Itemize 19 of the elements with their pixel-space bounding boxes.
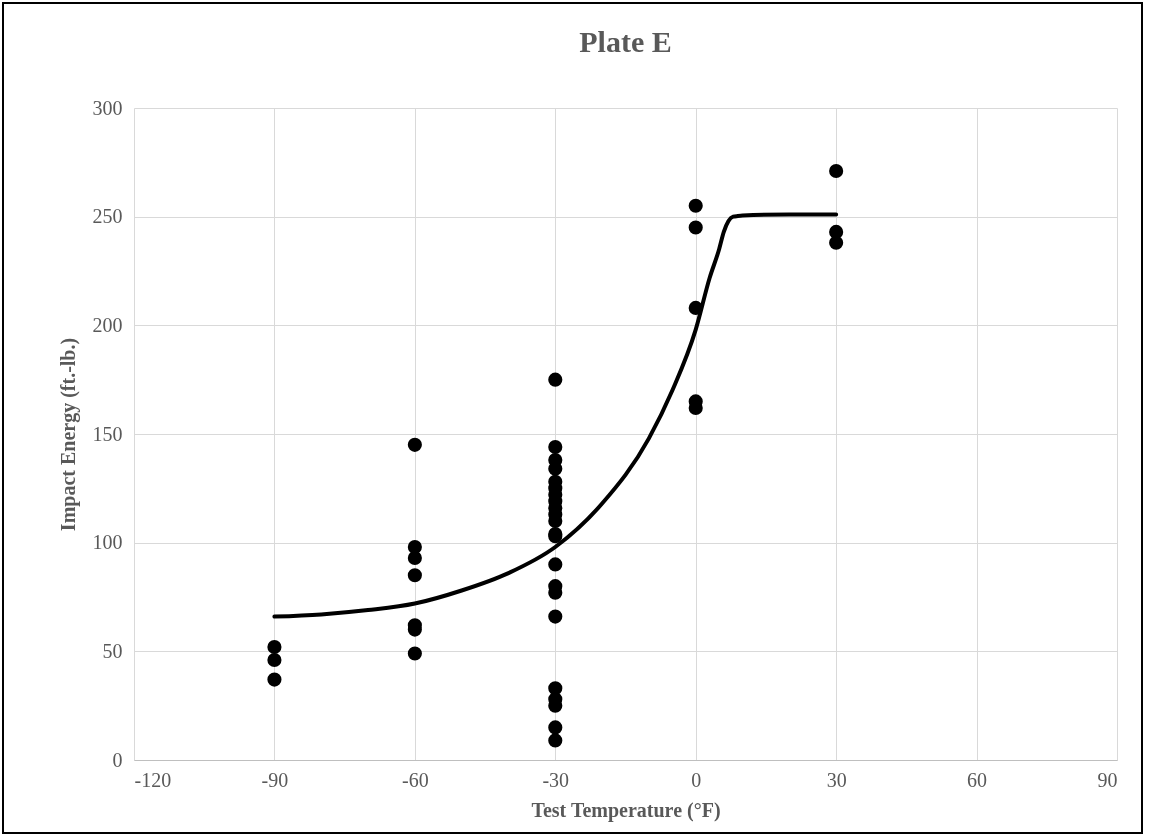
x-tick-label: 60: [967, 768, 988, 791]
x-tick-label: -120: [134, 768, 172, 791]
x-tick-label: -30: [542, 768, 570, 791]
x-tick-label: 90: [1097, 768, 1118, 791]
line-series: [272, 212, 839, 619]
x-tick-label: -90: [261, 768, 289, 791]
y-tick-label: 150: [92, 422, 123, 445]
x-tick-label: -60: [402, 768, 429, 791]
y-tick-label: 200: [92, 313, 123, 336]
y-tick-label: 100: [92, 531, 123, 554]
y-tick-label: 250: [92, 205, 123, 228]
x-tick-label: 30: [826, 768, 847, 791]
chart-title: Plate E: [579, 25, 672, 58]
y-axis-title: Impact Energy (ft.-lb.): [56, 337, 80, 532]
y-tick-label: 300: [92, 96, 123, 119]
x-tick-label: 0: [691, 768, 702, 791]
x-axis-title: Test Temperature (°F): [531, 798, 721, 822]
y-tick-label: 50: [102, 639, 123, 662]
y-tick-label: 0: [112, 748, 123, 771]
